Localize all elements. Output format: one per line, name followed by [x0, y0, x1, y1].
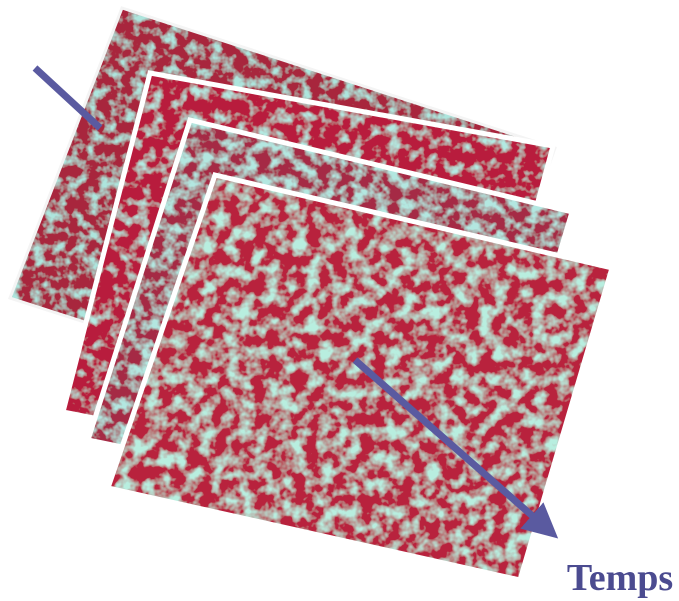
page: {"label": "Temps"} — [0, 0, 679, 601]
figure: Temps — [0, 0, 679, 601]
time-label: Temps — [567, 557, 673, 599]
